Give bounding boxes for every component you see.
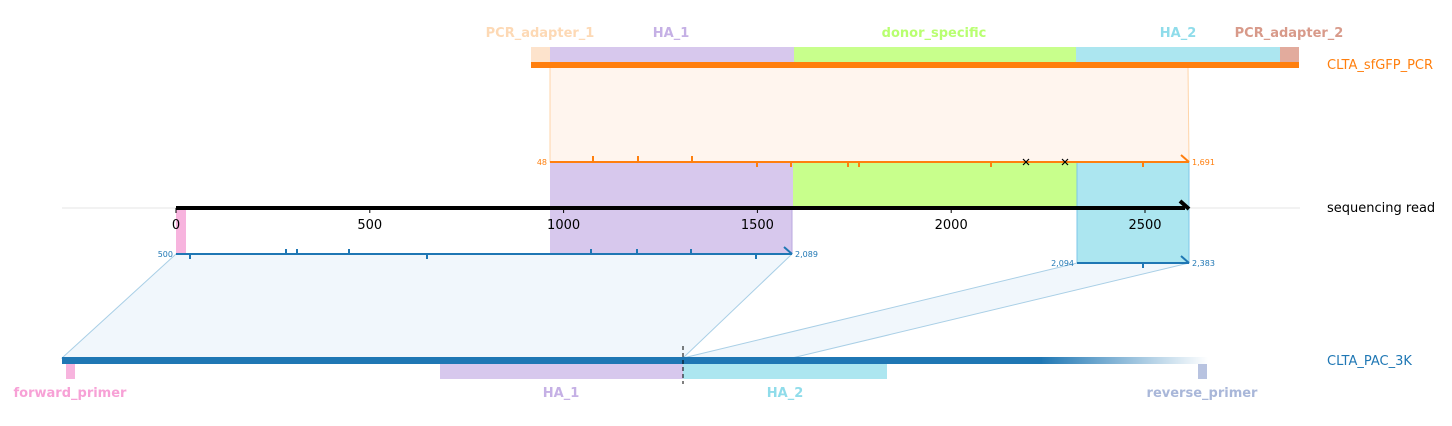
read-feature-donor-specific [793,162,1077,208]
pcr-alignment-ticks [592,156,1144,167]
pac-feature-forward-primer [66,364,75,379]
pcr-alignment-end-label: 1,691 [1192,158,1215,167]
read-feature-ha2-lower [1076,207,1190,264]
pcr-feature-donor-specific [794,47,1076,63]
pcr-feature-label-donor-specific: donor_specific [882,26,987,41]
pac-feature-label-reverse-primer: reverse_primer [1147,386,1259,401]
pcr-feature-pcr-adapter-2 [1280,47,1299,63]
pcr-track-name: CLTA_sfGFP_PCR [1327,58,1433,73]
pcr-alignment-mismatch-marks [1022,158,1069,166]
pac-alignment-2-start-label: 2,094 [1051,259,1074,268]
read-axis-tick-label: 2500 [1128,218,1161,233]
pac-alignment-arrow-1 [783,246,793,255]
pac-feature-reverse-primer [1198,364,1207,379]
read-axis-tick-label: 1000 [547,218,580,233]
pcr-feature-label-pcr-adapter-1: PCR_adapter_1 [486,26,595,41]
pcr-feature-ha1 [550,47,794,63]
read-axis-tick-label: 1500 [741,218,774,233]
pcr-track-line [531,62,1299,68]
read-track-name: sequencing read [1327,201,1435,216]
pac-feature-ha1 [440,364,683,379]
read-axis-tick-label: 0 [172,218,180,233]
read-axis-tick-label: 2000 [935,218,968,233]
pac-track-name: CLTA_PAC_3K [1327,354,1412,369]
read-feature-ha1 [550,162,793,208]
pac-alignment-2-end-label: 2,383 [1192,259,1215,268]
read-axis-tick-label: 500 [357,218,382,233]
pcr-alignment-arrow [1180,154,1190,163]
pac-feature-label-ha1: HA_1 [543,386,580,401]
pac-track-line [62,357,1042,364]
pac-alignment-1-end-label: 2,089 [795,250,818,259]
pcr-feature-label-ha2: HA_2 [1160,26,1197,41]
read-feature-ha2 [1076,161,1190,209]
pac-feature-ha2 [683,364,887,379]
pac-alignment-ticks-1 [189,249,757,259]
pcr-feature-label-ha1: HA_1 [653,26,690,41]
pcr-alignment-start-label: 48 [537,158,547,167]
read-track-arrow [1178,199,1191,211]
pac-track-fade [1040,357,1208,364]
pac-read-alignment-band-1 [60,253,794,359]
pac-feature-label-forward-primer: forward_primer [14,386,128,401]
pac-alignment-1-start-label: 500 [158,250,173,259]
read-feature-forward-primer [176,208,186,254]
pcr-feature-ha2 [1076,47,1280,63]
pcr-feature-label-pcr-adapter-2: PCR_adapter_2 [1235,26,1344,41]
pac-feature-label-ha2: HA_2 [767,386,804,401]
read-axis-ticks: 0 500 1000 1500 2000 2500 [172,208,1162,233]
pcr-feature-pcr-adapter-1 [531,47,550,63]
read-feature-ha1-lower [550,208,792,254]
pcr-read-alignment-band [549,65,1190,163]
pac-alignment-arrow-2 [1180,255,1190,264]
